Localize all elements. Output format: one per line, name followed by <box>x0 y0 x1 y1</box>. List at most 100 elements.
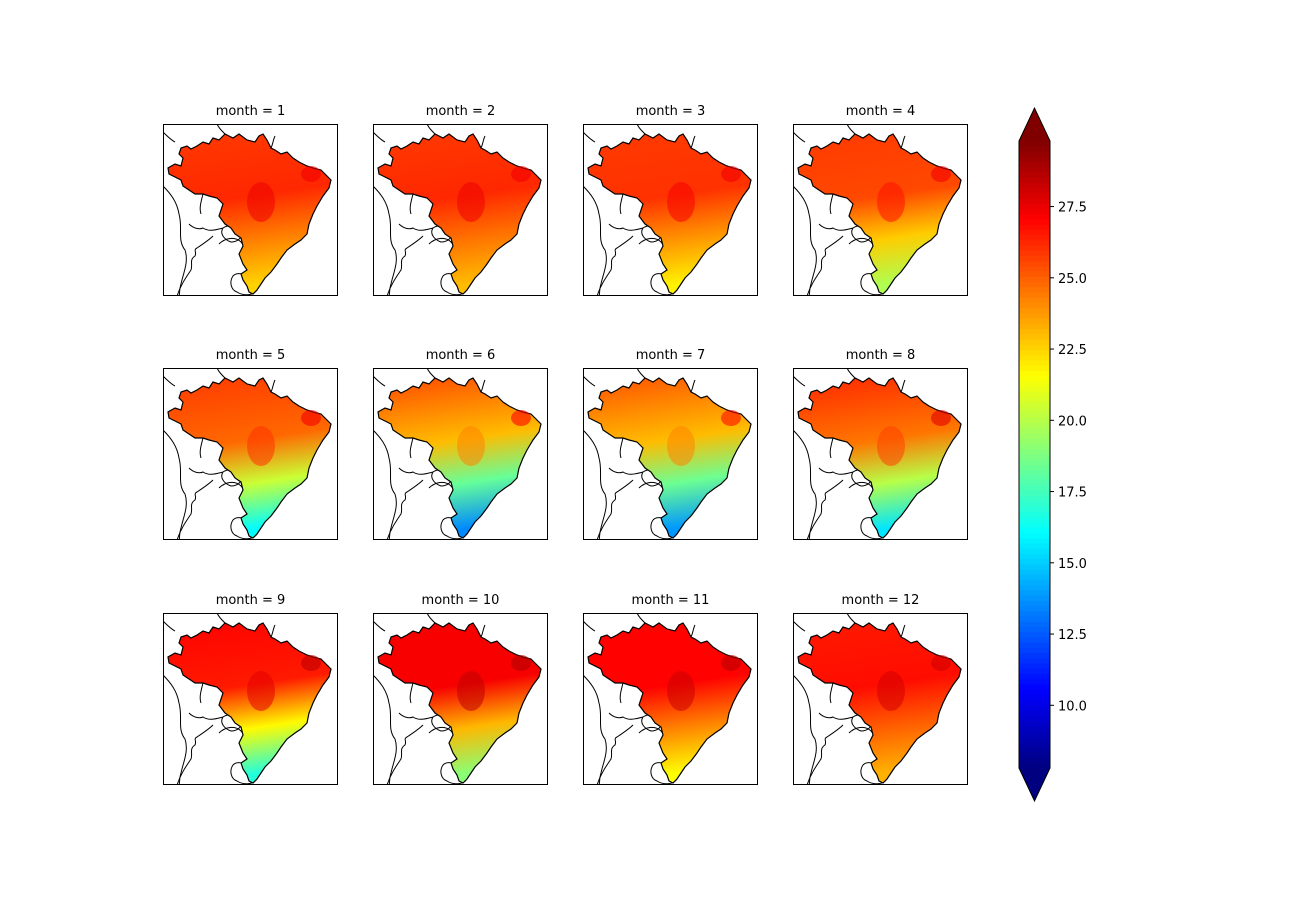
temperature-hotspot <box>457 182 485 222</box>
country-border <box>846 613 856 624</box>
temperature-hotspot <box>247 426 275 466</box>
country-border <box>583 674 607 785</box>
colorbar-segment <box>1019 235 1050 241</box>
country-border <box>793 620 806 632</box>
colorbar-segment <box>1019 731 1050 738</box>
country-border <box>583 185 607 296</box>
colorbar-segment <box>1019 407 1050 414</box>
colorbar-segment <box>1019 428 1050 435</box>
colorbar-segment <box>1019 449 1050 456</box>
panel-frame <box>583 124 758 296</box>
country-border <box>216 124 226 135</box>
colorbar-segment <box>1019 282 1050 288</box>
colorbar-segment <box>1019 141 1050 147</box>
colorbar-segment <box>1019 606 1050 612</box>
country-border <box>386 724 424 785</box>
colorbar-segment <box>1019 214 1050 220</box>
temperature-hotspot <box>301 166 321 182</box>
colorbar-tick-label: 20.0 <box>1058 414 1087 429</box>
country-border <box>163 674 187 785</box>
colorbar-segment <box>1019 548 1050 555</box>
colorbar-segment <box>1019 616 1050 623</box>
country-border <box>176 724 214 785</box>
temperature-hotspot <box>457 426 485 466</box>
panel-frame <box>373 124 548 296</box>
country-border <box>163 620 176 632</box>
temperature-hotspot <box>301 410 321 426</box>
temperature-hotspot <box>877 426 905 466</box>
colorbar-segment <box>1019 444 1050 450</box>
colorbar-segment <box>1019 470 1050 476</box>
colorbar-segment <box>1019 193 1050 200</box>
colorbar-segment <box>1019 585 1050 591</box>
colorbar-segment <box>1019 381 1050 388</box>
colorbar-segment <box>1019 673 1050 680</box>
colorbar-segment <box>1019 569 1050 576</box>
panel-title: month = 1 <box>216 104 286 119</box>
colorbar-segment <box>1019 689 1050 696</box>
country-border <box>793 131 806 143</box>
colorbar-segment <box>1019 287 1050 294</box>
colorbar-segment <box>1019 459 1050 466</box>
panel-title: month = 3 <box>636 104 706 119</box>
country-border <box>409 437 414 459</box>
country-border <box>386 479 424 540</box>
colorbar-tick-label: 22.5 <box>1058 343 1087 358</box>
country-border <box>216 368 226 379</box>
temperature-hotspot <box>301 655 321 671</box>
colorbar-segment <box>1019 402 1050 409</box>
colorbar-segment <box>1019 370 1050 377</box>
temperature-field <box>377 622 542 784</box>
panel-frame <box>163 613 338 785</box>
temperature-field <box>377 133 542 295</box>
temperature-hotspot <box>721 166 741 182</box>
colorbar-segment <box>1019 208 1050 215</box>
country-border <box>373 620 386 632</box>
temperature-hotspot <box>931 655 951 671</box>
panel-frame <box>373 613 548 785</box>
country-border <box>900 624 906 638</box>
panel-month-9: month = 9 <box>163 593 338 785</box>
colorbar-segment <box>1019 574 1050 581</box>
colorbar-segment <box>1019 475 1050 482</box>
panel-month-6: month = 6 <box>373 348 548 540</box>
country-border <box>829 193 834 215</box>
temperature-field <box>587 377 752 539</box>
colorbar-segment <box>1019 653 1050 659</box>
colorbar-segment <box>1019 302 1050 309</box>
colorbar-segment <box>1019 339 1050 346</box>
colorbar-segment <box>1019 464 1050 471</box>
colorbar-segment <box>1019 747 1050 753</box>
temperature-field <box>167 622 332 784</box>
country-border <box>806 235 844 296</box>
temperature-hotspot <box>511 166 531 182</box>
colorbar-segment <box>1019 344 1050 351</box>
colorbar-segment <box>1019 522 1050 529</box>
temperature-hotspot <box>667 426 695 466</box>
country-border <box>900 379 906 393</box>
temperature-field <box>797 133 962 295</box>
colorbar-segment <box>1019 172 1050 179</box>
country-border <box>596 235 634 296</box>
colorbar-segment <box>1019 600 1050 607</box>
country-border <box>409 193 414 215</box>
colorbar-segment <box>1019 224 1050 231</box>
country-border <box>829 437 834 459</box>
panel-month-4: month = 4 <box>793 104 968 296</box>
country-border <box>636 613 646 624</box>
colorbar-segment <box>1019 276 1050 283</box>
colorbar-extend-min <box>1019 768 1050 801</box>
country-border <box>373 375 386 387</box>
temperature-hotspot <box>877 671 905 711</box>
country-border <box>480 624 486 638</box>
country-border <box>398 467 434 475</box>
colorbar-segment <box>1019 491 1050 497</box>
colorbar-segment <box>1019 350 1050 356</box>
country-border <box>583 429 607 540</box>
colorbar-segment <box>1019 741 1050 748</box>
colorbar-tick-label: 17.5 <box>1058 486 1087 501</box>
country-border <box>619 682 624 704</box>
panel-month-8: month = 8 <box>793 348 968 540</box>
colorbar-segment <box>1019 694 1050 701</box>
country-border <box>199 437 204 459</box>
